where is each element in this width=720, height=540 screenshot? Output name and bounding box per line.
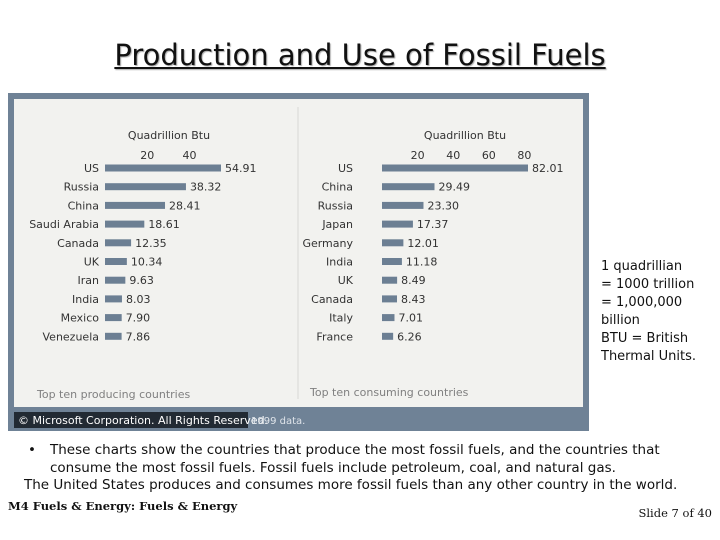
unit-note-line: billion [601, 313, 640, 328]
tick-label: 20 [411, 149, 425, 162]
data-label: 38.32 [190, 181, 222, 194]
bullet-paragraph: These charts show the countries that pro… [50, 442, 660, 476]
category-label: UK [84, 256, 100, 269]
category-label: Germany [302, 237, 353, 250]
category-label: US [84, 162, 99, 175]
category-label: Mexico [61, 312, 100, 325]
data-label: 7.01 [398, 312, 423, 325]
data-label: 54.91 [225, 162, 257, 175]
bar [382, 183, 435, 191]
data-year: 1999 data. [251, 416, 305, 427]
bar [105, 239, 132, 247]
copyright-text: © Microsoft Corporation. All Rights Rese… [18, 414, 268, 427]
category-label: UK [338, 274, 354, 287]
bar [105, 276, 126, 284]
data-label: 8.03 [126, 293, 151, 306]
chart-caption: Top ten consuming countries [309, 386, 469, 399]
data-label: 18.61 [148, 218, 180, 231]
category-label: China [322, 181, 353, 194]
chart-title: Quadrillion Btu [424, 129, 506, 142]
bar [105, 258, 127, 265]
bullet-text: • These charts show the countries that p… [24, 441, 704, 477]
tick-label: 40 [183, 149, 197, 162]
bar [382, 201, 424, 209]
bar [382, 220, 413, 228]
tick-label: 20 [140, 149, 154, 162]
data-label: 12.01 [407, 237, 439, 250]
unit-note-line: = 1000 trillion [601, 277, 695, 292]
category-label: Venezuela [43, 330, 100, 343]
bar [105, 220, 145, 228]
chart-panel: Quadrillion Btu 20 40 US 54.91 Russia 38.32 Chi… [8, 93, 589, 431]
summary-line: The United States produces and consumes … [24, 477, 678, 493]
unit-note-line: Thermal Units. [601, 349, 697, 364]
chart-title: Quadrillion Btu [128, 129, 210, 142]
bullet-dot: • [28, 442, 36, 458]
bar [382, 295, 398, 303]
bar [105, 164, 221, 172]
bar [382, 164, 528, 172]
data-label: 9.63 [129, 274, 154, 287]
category-label: Italy [329, 312, 353, 325]
bar [382, 239, 404, 247]
tick-label: 40 [446, 149, 460, 162]
bar [382, 314, 395, 322]
bar [382, 332, 394, 340]
unit-note: 1 quadrillian = 1000 trillion = 1,000,000 b… [601, 258, 716, 366]
category-label: Russia [318, 199, 353, 212]
bar [105, 183, 186, 191]
category-label: China [68, 199, 99, 212]
bar [382, 258, 402, 265]
category-label: Canada [311, 293, 353, 306]
bar [105, 201, 166, 209]
data-label: 6.26 [397, 330, 422, 343]
data-label: 7.90 [126, 312, 150, 325]
bar [105, 295, 122, 303]
chart-caption: Top ten producing countries [36, 388, 190, 401]
category-label: France [316, 330, 353, 343]
copyright-background [14, 412, 248, 428]
data-label: 82.01 [532, 162, 564, 175]
data-label: 8.43 [401, 293, 426, 306]
data-label: 29.49 [439, 181, 471, 194]
unit-note-line: BTU = British [601, 331, 689, 346]
footer-course: M4 Fuels & Energy: Fuels & Energy [8, 499, 238, 513]
data-label: 11.18 [406, 256, 438, 269]
data-label: 10.34 [131, 256, 163, 269]
data-label: 7.86 [126, 330, 150, 343]
data-label: 8.49 [401, 274, 426, 287]
bar [105, 332, 122, 340]
category-label: Iran [78, 274, 100, 287]
category-label: Canada [57, 237, 99, 250]
category-label: Russia [64, 181, 99, 194]
category-label: US [338, 162, 353, 175]
data-label: 28.41 [169, 199, 201, 212]
data-label: 17.37 [417, 218, 449, 231]
charts-svg: Quadrillion Btu 20 40 US 54.91 Russia 38.32 Chi… [14, 99, 583, 428]
bar [105, 314, 122, 322]
bar [382, 276, 398, 284]
data-label: 12.35 [135, 237, 167, 250]
unit-note-line: 1 quadrillian [601, 259, 683, 274]
slide-title: Production and Use of Fossil Fuels [114, 38, 606, 72]
category-label: Japan [321, 218, 353, 231]
unit-note-line: = 1,000,000 [601, 295, 683, 310]
category-label: Saudi Arabia [29, 218, 99, 231]
category-label: India [72, 293, 99, 306]
tick-label: 80 [517, 149, 531, 162]
category-label: India [326, 256, 353, 269]
tick-label: 60 [482, 149, 496, 162]
footer-slide-number: Slide 7 of 40 [638, 506, 713, 520]
data-label: 23.30 [427, 199, 459, 212]
